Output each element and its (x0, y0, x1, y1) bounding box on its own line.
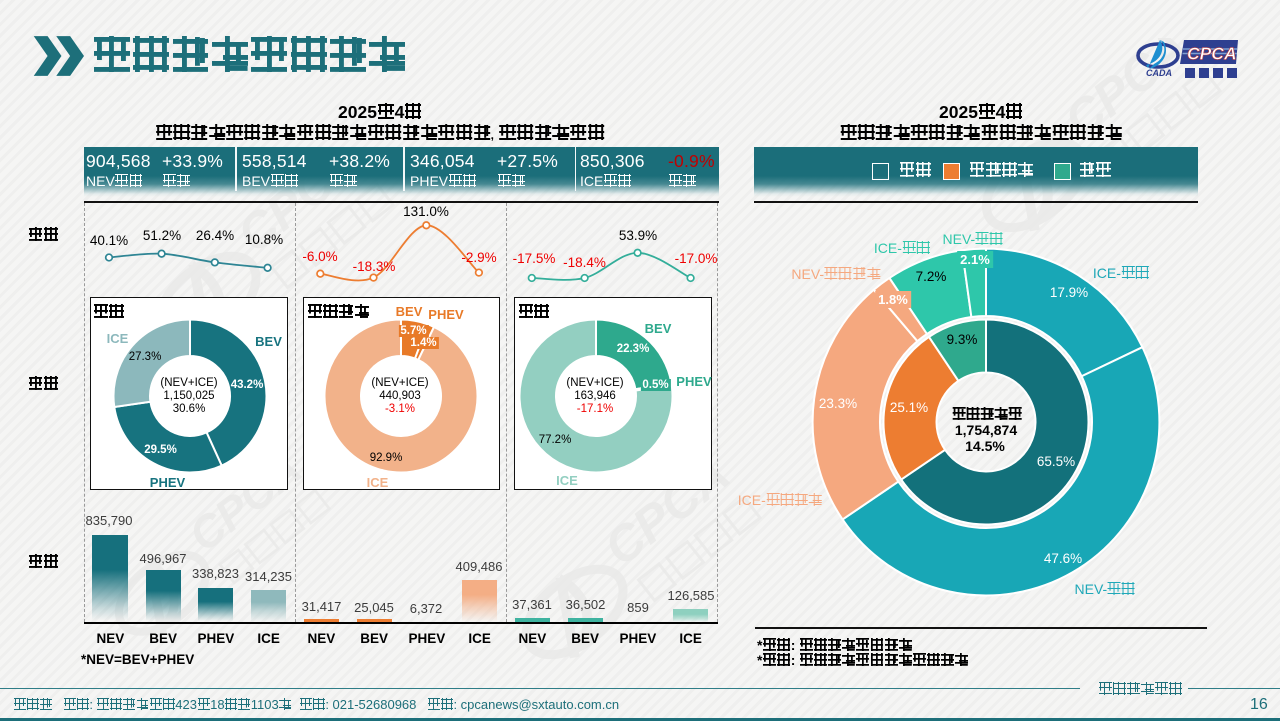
svg-text:CPCA: CPCA (1187, 44, 1237, 64)
svg-text:CADA: CADA (1146, 68, 1172, 78)
